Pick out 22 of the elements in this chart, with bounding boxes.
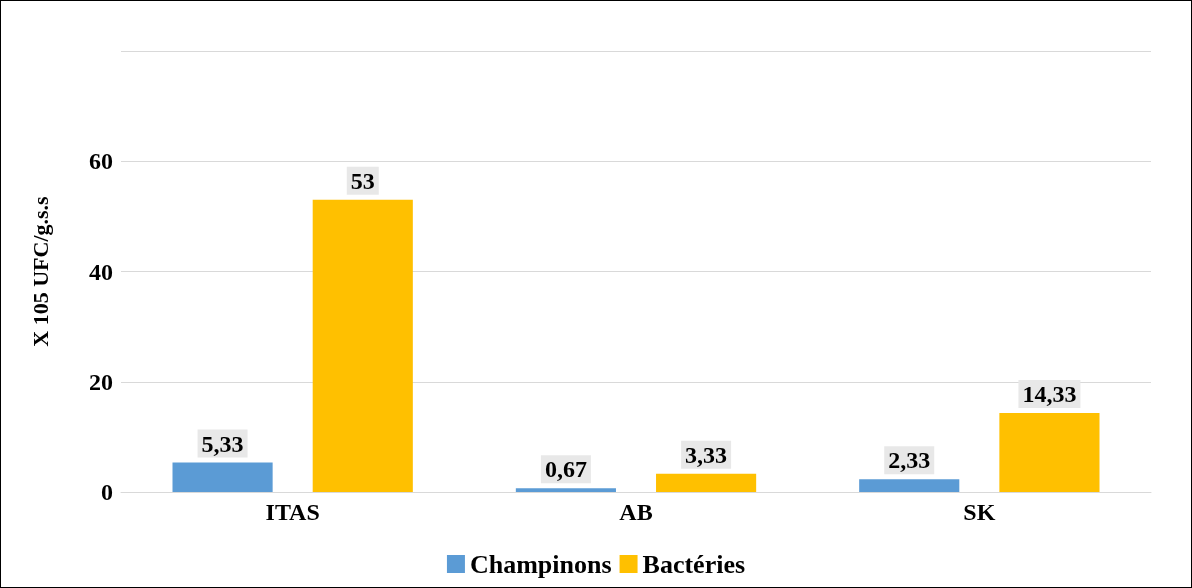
data-label: 0,67 [544, 456, 587, 483]
x-tick-label: AB [619, 499, 653, 525]
data-label: 53 [350, 167, 375, 194]
bar [312, 199, 413, 492]
x-tick-label: ITAS [265, 499, 320, 525]
data-label: 14,33 [1022, 381, 1077, 408]
y-tick-label: 60 [89, 148, 113, 175]
y-tick-label: 20 [89, 368, 113, 395]
y-tick-label: 0 [101, 479, 113, 505]
bar [515, 488, 616, 492]
legend-label: Bactéries [642, 549, 746, 579]
bar [859, 479, 960, 492]
bar [656, 473, 757, 492]
legend-label: Champinons [469, 549, 612, 579]
y-axis-title: X 105 UFC/g.s.s [27, 195, 53, 347]
x-tick-label: SK [963, 499, 996, 525]
data-label: 5,33 [201, 430, 244, 457]
y-tick-label: 40 [89, 258, 113, 285]
data-label: 2,33 [888, 447, 931, 474]
data-label: 3,33 [685, 441, 728, 468]
bar [172, 462, 273, 492]
bar [999, 413, 1100, 492]
